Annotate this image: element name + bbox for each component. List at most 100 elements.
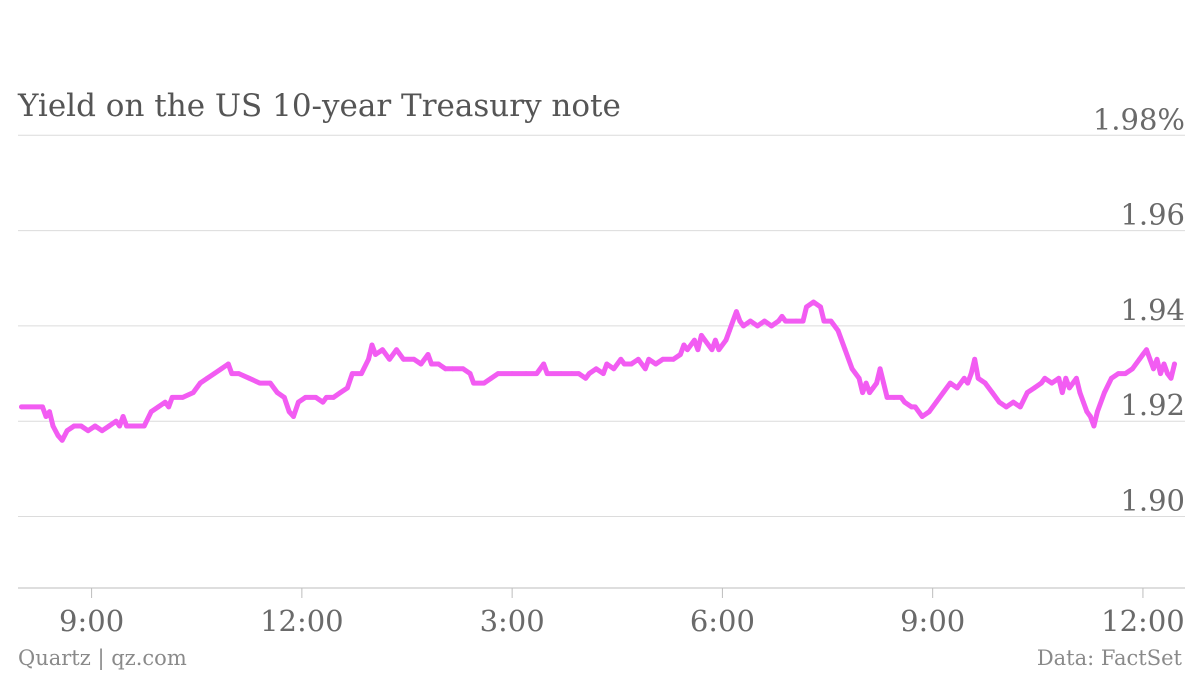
data-point	[919, 414, 925, 419]
data-point	[169, 395, 175, 400]
data-point	[867, 390, 872, 395]
data-point	[190, 390, 196, 395]
x-tick-label: 3:00	[480, 604, 545, 638]
data-point	[117, 423, 122, 429]
data-point	[99, 428, 105, 434]
data-point	[541, 361, 547, 367]
data-point	[940, 390, 946, 395]
data-point	[755, 323, 760, 329]
data-point	[204, 375, 210, 381]
data-point	[1038, 380, 1044, 386]
data-point	[1123, 371, 1128, 376]
data-point	[303, 395, 308, 400]
data-point	[604, 361, 610, 367]
data-point	[429, 361, 434, 367]
data-point	[804, 304, 809, 310]
data-point	[450, 366, 455, 372]
data-point	[180, 395, 186, 400]
data-point	[523, 371, 529, 376]
data-point	[488, 375, 494, 381]
data-point	[779, 314, 785, 319]
data-point	[1144, 347, 1149, 353]
data-point	[968, 371, 974, 376]
y-tick-label: 1.92	[1120, 388, 1185, 422]
data-point	[653, 361, 659, 367]
data-point	[835, 328, 841, 334]
data-point	[281, 395, 287, 400]
data-point	[425, 352, 431, 357]
x-tick-label: 6:00	[690, 604, 755, 638]
data-point	[821, 318, 827, 324]
data-point	[713, 337, 718, 343]
data-point	[141, 423, 147, 429]
data-point	[166, 404, 172, 410]
data-point	[965, 380, 971, 386]
data-point	[43, 414, 49, 419]
data-point	[1077, 390, 1083, 395]
gridlines	[18, 134, 1185, 518]
data-point	[50, 423, 56, 429]
data-point	[1151, 366, 1156, 372]
data-point	[1109, 375, 1114, 381]
data-point	[628, 361, 634, 367]
data-point	[926, 409, 932, 415]
data-point	[211, 371, 217, 376]
data-point	[331, 395, 336, 400]
data-point	[1056, 375, 1062, 381]
data-point	[695, 347, 701, 353]
data-point	[359, 371, 364, 376]
data-point	[467, 371, 473, 376]
x-tick-label: 12:00	[1101, 604, 1185, 638]
data-point	[460, 366, 466, 372]
data-point	[642, 366, 648, 372]
data-point	[741, 323, 746, 329]
data-point	[418, 361, 424, 367]
x-tick-label: 9:00	[900, 604, 965, 638]
data-point	[225, 361, 231, 367]
data-point	[961, 375, 967, 381]
data-point	[1081, 399, 1086, 405]
data-point	[218, 366, 224, 372]
x-tick-label: 9:00	[59, 604, 124, 638]
data-point	[380, 347, 385, 353]
data-point	[1031, 385, 1037, 391]
data-point	[481, 380, 487, 386]
data-point	[670, 356, 676, 362]
data-point	[558, 371, 564, 376]
data-point	[947, 380, 953, 386]
x-axis: 9:00 12:00 3:00 6:00 9:00 12:00	[18, 587, 1185, 638]
data-point	[912, 404, 918, 410]
data-point	[1102, 390, 1107, 395]
data-point	[996, 399, 1002, 405]
data-point	[1137, 356, 1142, 362]
data-point	[345, 385, 350, 391]
data-point	[954, 385, 960, 391]
data-point	[842, 347, 848, 353]
data-point	[387, 356, 392, 362]
data-point	[131, 423, 137, 429]
data-point	[509, 371, 515, 376]
data-point	[870, 385, 876, 391]
data-point	[320, 399, 326, 405]
data-point	[59, 437, 65, 443]
data-point	[1158, 371, 1163, 376]
data-point	[495, 371, 501, 376]
data-point	[64, 428, 70, 434]
data-point	[534, 371, 540, 376]
data-point	[1067, 385, 1072, 391]
data-point	[583, 375, 589, 381]
y-tick-label: 1.98%	[1093, 102, 1185, 136]
data-point	[197, 380, 203, 386]
data-point	[1140, 352, 1146, 357]
data-point	[909, 404, 914, 410]
data-point	[246, 375, 252, 381]
data-point	[989, 390, 995, 395]
data-point	[783, 318, 788, 324]
data-point	[71, 423, 77, 429]
data-point	[1063, 375, 1069, 381]
data-point	[734, 309, 739, 314]
data-point	[685, 347, 690, 353]
data-point	[373, 352, 378, 357]
data-point	[274, 390, 280, 395]
data-point	[660, 356, 666, 362]
